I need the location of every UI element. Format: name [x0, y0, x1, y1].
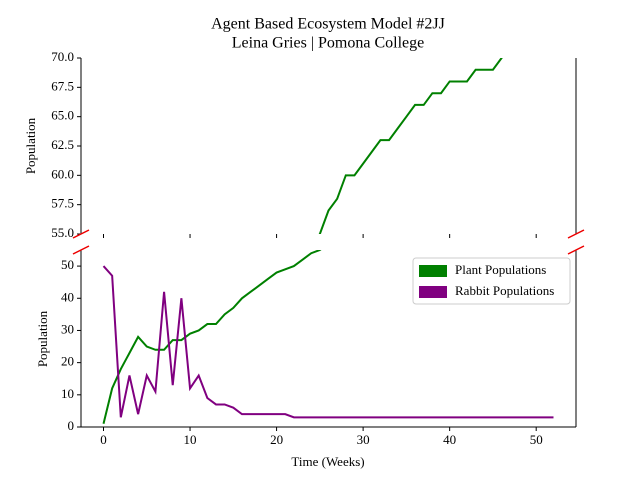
- x-tick-label: 50: [530, 432, 543, 447]
- y-tick-label: 70.0: [51, 49, 74, 64]
- y-tick-label: 60.0: [51, 166, 74, 181]
- x-tick-label: 10: [184, 432, 197, 447]
- y-axis-label: Population: [35, 310, 50, 367]
- y-tick-label: 65.0: [51, 108, 74, 123]
- chart-subtitle: Leina Gries | Pomona College: [232, 35, 425, 52]
- axis-break: [567, 245, 585, 255]
- legend-swatch: [419, 286, 447, 298]
- y-tick-label: 40: [61, 289, 74, 304]
- chart-title: Agent Based Ecosystem Model #2JJ: [211, 16, 445, 33]
- legend-label: Rabbit Populations: [455, 283, 554, 298]
- legend-swatch: [419, 265, 447, 277]
- x-tick-label: 20: [270, 432, 283, 447]
- y-tick-label: 20: [61, 354, 74, 369]
- y-tick-label: 30: [61, 321, 74, 336]
- plot-area: [102, 250, 554, 425]
- x-tick-label: 40: [443, 432, 456, 447]
- line-series: [102, 265, 554, 419]
- y-tick-label: 62.5: [51, 137, 74, 152]
- x-axis-label: Time (Weeks): [291, 454, 364, 469]
- legend-label: Plant Populations: [455, 262, 546, 277]
- line-series: [104, 293, 554, 480]
- y-tick-label: 10: [61, 386, 74, 401]
- axis-break: [567, 229, 585, 239]
- x-tick-label: 0: [100, 432, 107, 447]
- line-series: [102, 250, 322, 425]
- y-tick-label: 67.5: [51, 78, 74, 93]
- line-series: [318, 58, 503, 234]
- y-tick-label: 0: [68, 418, 75, 433]
- axis-break: [72, 245, 90, 255]
- y-tick-label: 50: [61, 257, 74, 272]
- legend-box: [412, 257, 571, 305]
- axis-break: [72, 229, 90, 239]
- y-tick-label: 55.0: [51, 225, 74, 240]
- y-axis-label: Population: [23, 117, 38, 174]
- plot-area: [104, 58, 554, 480]
- x-tick-label: 30: [357, 432, 370, 447]
- y-tick-label: 57.5: [51, 196, 74, 211]
